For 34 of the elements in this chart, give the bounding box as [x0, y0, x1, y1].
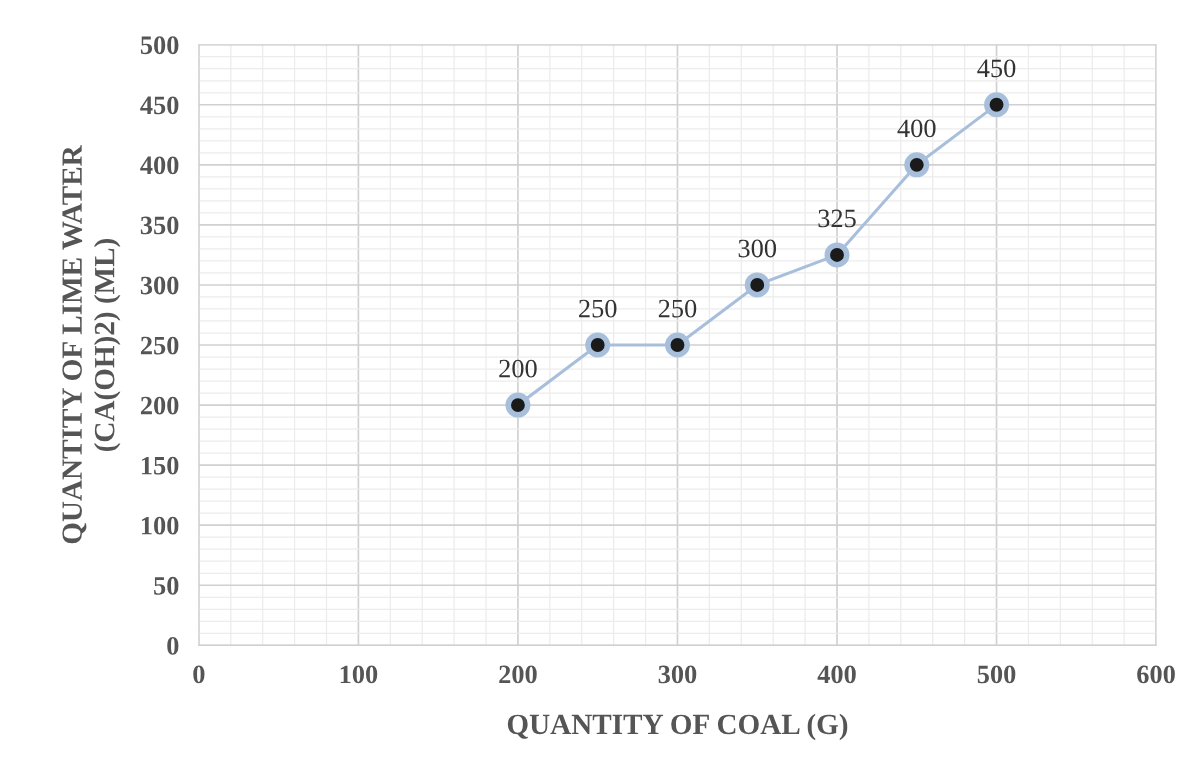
- point: [585, 332, 611, 358]
- data-label: 250: [579, 299, 617, 318]
- y-tick-label: 250: [140, 336, 179, 355]
- data-label: 400: [897, 119, 936, 138]
- x-tick-label: 100: [340, 665, 378, 684]
- x-tick-label: 300: [658, 665, 697, 684]
- point: [664, 332, 690, 358]
- point: [744, 272, 770, 298]
- data-label: 250: [658, 299, 697, 318]
- x-tick-label: 500: [977, 665, 1016, 684]
- x-axis-title: QUANTITY OF COAL (G): [507, 713, 848, 741]
- data-label: 200: [499, 359, 537, 378]
- x-tick-label: 0: [193, 665, 205, 684]
- data-label: 325: [818, 209, 856, 228]
- y-tick-label: 100: [141, 516, 179, 535]
- point: [824, 242, 850, 268]
- y-tick-label: 350: [140, 216, 179, 235]
- data-label: 300: [738, 239, 777, 258]
- point: [505, 392, 531, 418]
- data-label: 450: [977, 59, 1016, 78]
- y-tick-label: 500: [140, 36, 179, 55]
- y-tick-label: 200: [140, 396, 179, 415]
- x-tick-label: 400: [817, 665, 856, 684]
- y-tick-label: 150: [141, 456, 179, 475]
- y-tick-label: 300: [140, 276, 179, 295]
- y-tick-label: 450: [140, 96, 179, 115]
- x-tick-label: 200: [499, 665, 537, 684]
- point: [904, 152, 930, 178]
- y-axis-title: QUANTITY OF LIME WATER (CA(OH)2) (ML): [62, 145, 121, 544]
- point: [984, 92, 1010, 118]
- y-tick-label: 0: [167, 636, 179, 655]
- x-tick-label: 600: [1137, 665, 1175, 684]
- y-tick-label: 400: [140, 156, 179, 175]
- y-tick-label: 50: [154, 576, 179, 595]
